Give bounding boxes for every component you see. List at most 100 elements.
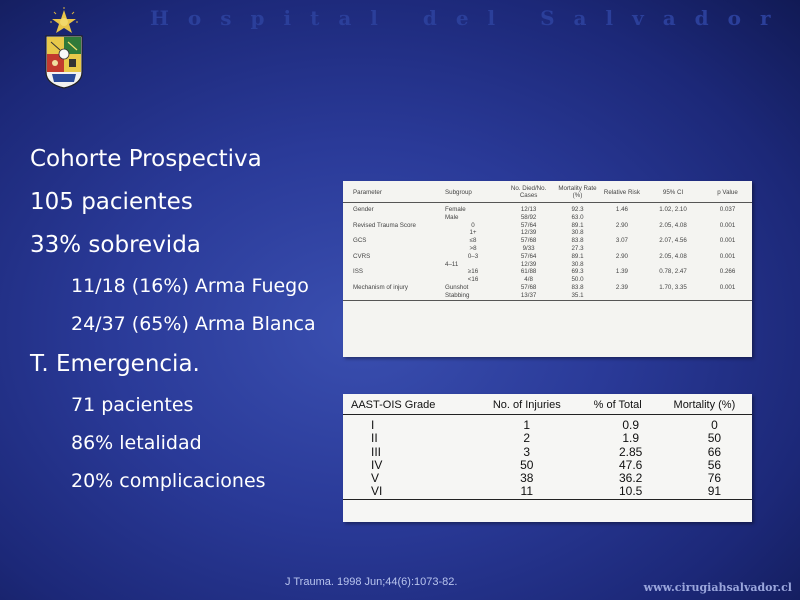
table-row: GCS ≤8 57/68 83.8 3.07 2.07, 4.56 0.001 — [343, 237, 752, 245]
table-cell: Mechanism of injury — [353, 283, 409, 291]
table-cell — [601, 245, 643, 253]
table-cell: Stabbing — [443, 291, 504, 301]
table-row: ISS ≥16 61/88 69.3 1.39 0.78, 2.47 0.266 — [343, 268, 752, 276]
table-cell: 2.07, 4.56 — [659, 237, 687, 245]
table-header: Subgroup — [443, 181, 504, 203]
table-header: No. of Injuries — [475, 394, 579, 415]
aast-ois-grade-table: AAST-OIS Grade No. of Injuries % of Tota… — [343, 394, 752, 522]
table-cell — [343, 261, 443, 269]
bullet-item: 105 pacientes — [30, 189, 193, 215]
table-cell: 1.46 — [615, 206, 628, 213]
table-cell: 12/39 — [520, 229, 537, 237]
table-cell: ISS — [353, 268, 363, 276]
table-cell: 38 — [520, 471, 534, 486]
table-cell: 0.9 — [622, 418, 640, 432]
table-cell: 0.001 — [719, 237, 736, 245]
table-cell: 0 — [471, 221, 475, 229]
table-header: Mortality (%) — [656, 394, 752, 415]
table-cell — [703, 276, 752, 284]
table-row: II 2 1.9 50 — [343, 431, 752, 446]
table-cell: 3.07 — [615, 237, 628, 245]
bullet-item: T. Emergencia. — [30, 351, 200, 377]
table-cell: 9/33 — [522, 244, 535, 252]
table-cell — [600, 291, 644, 301]
table-cell: 2.05, 4.08 — [659, 252, 687, 260]
table-cell: 2.39 — [615, 283, 628, 291]
table-cell: 0.266 — [719, 268, 736, 276]
table-cell: 1.9 — [622, 431, 640, 446]
table-cell: 83.8 — [571, 283, 584, 291]
table-cell: 0.001 — [719, 221, 736, 229]
table-cell: 50.0 — [571, 276, 584, 284]
table-row: I 1 0.9 0 — [343, 415, 752, 433]
table-cell: 11 — [475, 485, 579, 500]
table-cell: 1.39 — [615, 268, 628, 276]
table-header: p Value — [703, 181, 752, 203]
table-cell: <16 — [467, 276, 479, 284]
table-cell: GCS — [353, 237, 367, 245]
table-row: Stabbing 13/37 35.1 — [343, 291, 752, 301]
table-cell: 50 — [707, 431, 722, 446]
table-cell: ≤8 — [469, 237, 477, 245]
table-cell: 92.3 — [571, 206, 584, 213]
mortality-risk-table: Parameter Subgroup No. Died/No. Cases Mo… — [343, 181, 752, 357]
table-cell: 57/64 — [520, 221, 537, 229]
table-cell — [703, 229, 752, 237]
table-cell: 12/13 — [520, 206, 537, 213]
table-cell: 2.85 — [619, 444, 643, 459]
table-cell: CVRS — [353, 252, 371, 260]
table-cell — [643, 229, 703, 237]
table-cell: 2.05, 4.08 — [659, 221, 687, 229]
table-cell — [643, 291, 704, 301]
table-cell — [643, 214, 703, 222]
table-cell: 89.1 — [571, 252, 584, 260]
table-row: VI 11 10.5 91 — [343, 485, 752, 500]
table-cell: 0.001 — [719, 283, 736, 291]
table-cell — [343, 291, 444, 301]
table-cell: 57/68 — [520, 237, 537, 245]
table-cell: 12/39 — [520, 260, 537, 268]
table-cell: 27.3 — [571, 244, 584, 252]
sub-bullet-item: 86% letalidad — [71, 432, 202, 454]
table-cell — [343, 276, 443, 284]
table-cell: 4–11 — [445, 260, 459, 268]
table-header: % of Total — [578, 394, 657, 415]
university-coat-of-arms-icon — [45, 7, 83, 89]
table-row: Mechanism of injury Gunshot 57/68 83.8 2.39 1… — [343, 284, 752, 292]
table-header: Mortality Rate (%) — [554, 181, 601, 203]
citation: J Trauma. 1998 Jun;44(6):1073-82. — [285, 576, 458, 588]
table-cell: 10.5 — [578, 485, 657, 500]
sub-bullet-item: 11/18 (16%) Arma Fuego — [71, 275, 309, 297]
table-cell: 30.8 — [571, 229, 584, 237]
table-row: IV 50 47.6 56 — [343, 458, 752, 472]
table-header: Relative Risk — [600, 181, 644, 203]
sub-bullet-item: 71 pacientes — [71, 394, 194, 416]
bullet-item: 33% sobrevida — [30, 232, 201, 258]
table-cell — [343, 214, 443, 222]
table-cell: 57/64 — [520, 252, 537, 260]
table-cell — [601, 276, 643, 284]
table-cell: 3 — [523, 444, 531, 459]
table-cell: 0.001 — [719, 252, 736, 260]
table-cell: Female — [445, 206, 466, 213]
table-cell: I — [371, 418, 375, 432]
table-cell: 61/88 — [520, 268, 537, 276]
table-cell: 1 — [523, 418, 531, 432]
table-cell: 2 — [523, 431, 531, 446]
table-cell — [703, 245, 752, 253]
table-row: III 3 2.85 66 — [343, 444, 752, 459]
table-cell: 1+ — [469, 229, 477, 237]
hospital-title: Hospital del Salvador — [150, 6, 790, 30]
table-cell: III — [371, 444, 382, 459]
sub-bullet-item: 24/37 (65%) Arma Blanca — [71, 313, 316, 335]
table-cell: 58/92 — [520, 213, 537, 221]
table-cell: 13/37 — [503, 291, 555, 301]
bullet-item: Cohorte Prospectiva — [30, 146, 262, 172]
table-cell — [643, 245, 703, 253]
table-cell: 0.037 — [719, 206, 736, 213]
table-header: AAST-OIS Grade — [343, 394, 475, 415]
table-cell: 0–3 — [467, 252, 479, 260]
table-cell: 0.78, 2.47 — [659, 268, 687, 276]
table-cell: 2.90 — [615, 252, 628, 260]
table-cell: 63.0 — [571, 213, 584, 221]
